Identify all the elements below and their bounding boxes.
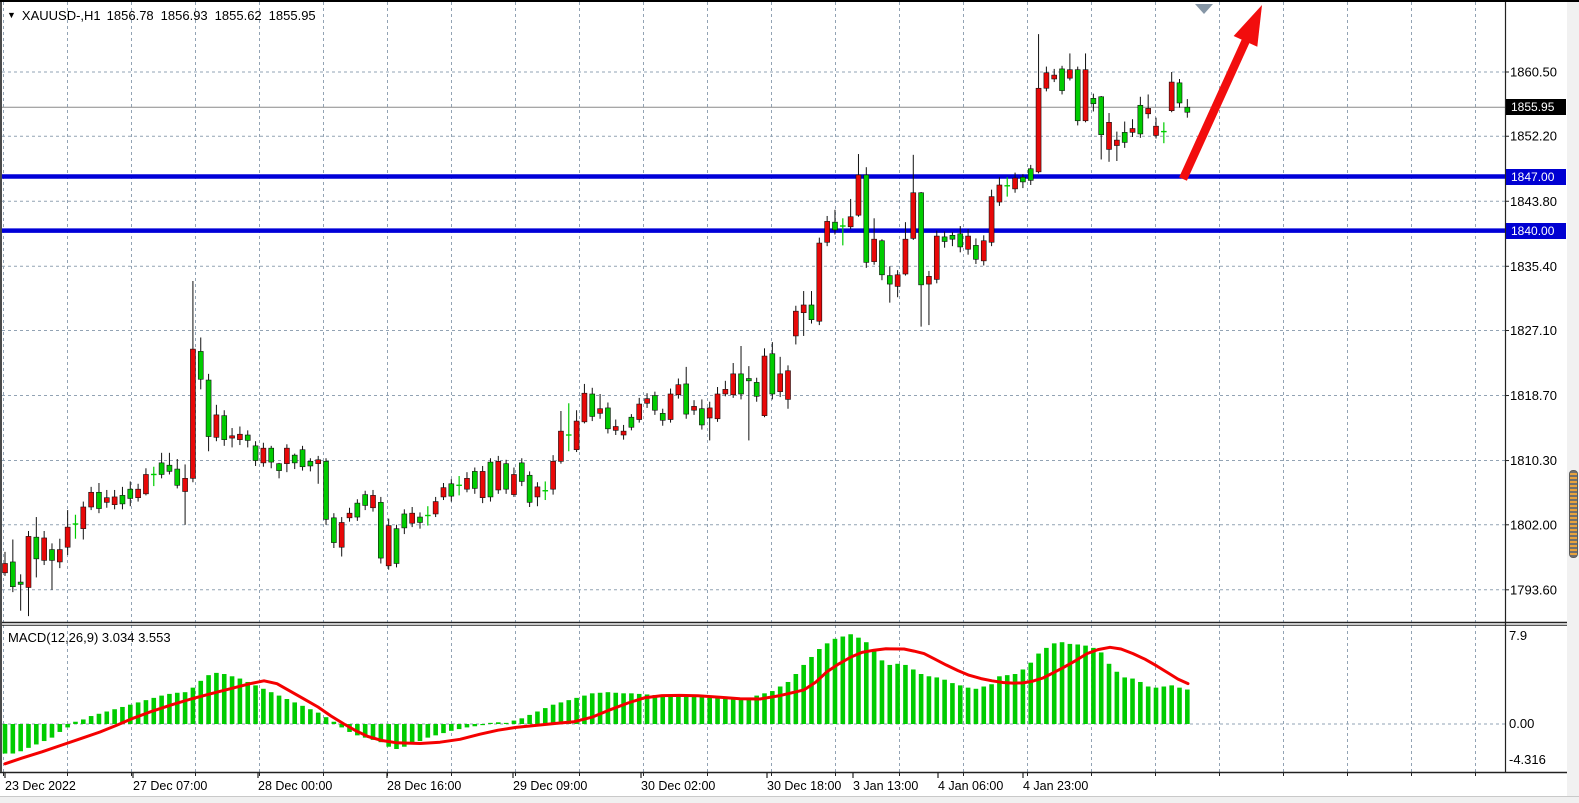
macd-zero-label: 0.00 <box>1509 716 1535 731</box>
ohlc-low: 1855.62 <box>214 8 262 23</box>
ohlc-high: 1856.93 <box>160 8 208 23</box>
time-axis-label: 28 Dec 00:00 <box>258 779 332 793</box>
time-axis-label: 29 Dec 09:00 <box>513 779 587 793</box>
current-price-box: 1855.95 <box>1506 99 1566 115</box>
time-axis-label: 28 Dec 16:00 <box>387 779 461 793</box>
trend-arrow-object[interactable] <box>1179 5 1262 181</box>
collapse-objects-icon[interactable]: ▼ <box>7 10 16 20</box>
price-axis-label: 1818.70 <box>1510 388 1557 403</box>
price-axis-label: 1843.80 <box>1510 194 1557 209</box>
time-axis-label: 23 Dec 2022 <box>5 779 76 793</box>
time-axis-label: 30 Dec 02:00 <box>641 779 715 793</box>
grid-lines <box>2 2 1505 772</box>
price-axis-label: 1827.10 <box>1510 323 1557 338</box>
price-axis-label: 1793.60 <box>1510 582 1557 597</box>
macd-max-label: 7.9 <box>1509 628 1528 643</box>
price-axis-label: 1835.40 <box>1510 259 1557 274</box>
time-axis[interactable]: 23 Dec 2022 27 Dec 07:00 28 Dec 00:00 28 De… <box>3 772 1476 793</box>
time-axis-label: 4 Jan 23:00 <box>1023 779 1088 793</box>
ohlc-close: 1855.95 <box>268 8 316 23</box>
candlestick-series <box>2 34 1191 617</box>
indicator-label: MACD(12,26,9) 3.034 3.553 <box>8 630 171 645</box>
time-axis-label: 4 Jan 06:00 <box>938 779 1003 793</box>
price-axis-label: 1852.20 <box>1510 129 1557 144</box>
chart-shift-marker-icon[interactable] <box>1195 4 1213 14</box>
macd-histogram <box>2 634 1190 754</box>
macd-signal-line <box>3 645 1190 766</box>
time-axis-label: 27 Dec 07:00 <box>133 779 207 793</box>
price-axis-label: 1860.50 <box>1510 65 1557 80</box>
macd-min-label: -4.316 <box>1509 752 1546 767</box>
time-axis-label: 30 Dec 18:00 <box>767 779 841 793</box>
ohlc-open: 1856.78 <box>106 8 154 23</box>
time-axis-label: 3 Jan 13:00 <box>853 779 918 793</box>
hline-price-box-1840[interactable]: 1840.00 <box>1506 223 1566 239</box>
price-axis-label: 1802.00 <box>1510 517 1557 532</box>
hline-price-box-1847[interactable]: 1847.00 <box>1506 169 1566 185</box>
price-axis-label: 1810.30 <box>1510 453 1557 468</box>
panel-borders[interactable] <box>0 2 1567 774</box>
scrollbar-track[interactable] <box>1567 2 1579 799</box>
symbol-timeframe: XAUUSD-,H1 <box>21 8 101 23</box>
symbol-info: ▼ XAUUSD-,H1 1856.78 1856.93 1855.62 185… <box>7 8 316 23</box>
price-axis[interactable]: 1860.50 1852.20 1843.80 1835.40 1827.10 1818.… <box>1505 65 1557 598</box>
scrollbar-thumb[interactable] <box>1568 470 1578 558</box>
horizontal-line-objects[interactable] <box>2 174 1505 233</box>
window-bottom-edge <box>0 796 1579 803</box>
